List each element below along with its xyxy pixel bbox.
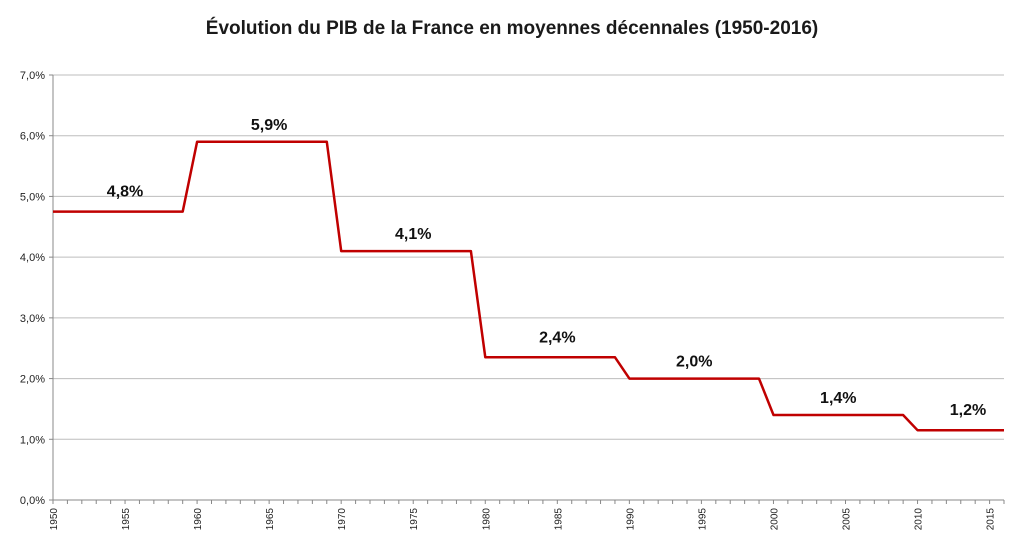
axis-layer: 0,0% 1,0% 2,0% 3,0% 4,0% 5,0% 6,0% 7,0% 1950 1955… xyxy=(20,70,1005,531)
x-tick-label: 1995 xyxy=(697,508,708,531)
x-tick-label: 1985 xyxy=(553,508,564,531)
y-tick-label: 4,0% xyxy=(20,252,45,264)
y-tick-label: 6,0% xyxy=(20,131,45,143)
gdp-series-line xyxy=(53,140,1004,432)
x-tick-label: 1955 xyxy=(121,508,132,531)
x-tick-label: 1950 xyxy=(49,508,60,531)
y-tick-label: 3,0% xyxy=(20,313,45,325)
data-label: 2,0% xyxy=(676,354,712,371)
chart-title: Évolution du PIB de la France en moyenne… xyxy=(205,18,819,39)
data-label: 5,9% xyxy=(251,117,287,134)
data-label: 1,2% xyxy=(950,402,986,419)
data-label: 4,8% xyxy=(107,184,143,201)
x-tick-label: 2005 xyxy=(842,508,853,531)
y-tick-label: 0,0% xyxy=(20,495,45,507)
x-tick-label: 1960 xyxy=(193,508,204,531)
data-label: 1,4% xyxy=(820,390,856,407)
x-tick-label: 2015 xyxy=(986,508,997,531)
data-label: 4,1% xyxy=(395,226,431,243)
x-tick-label: 1965 xyxy=(265,508,276,531)
y-tick-label: 7,0% xyxy=(20,70,45,82)
data-label: 2,4% xyxy=(539,329,575,346)
y-tick-label: 2,0% xyxy=(20,374,45,386)
grid-layer xyxy=(53,74,1004,440)
y-tick-label: 1,0% xyxy=(20,434,45,446)
x-tick-label: 1975 xyxy=(409,508,420,531)
x-tick-label: 1980 xyxy=(481,508,492,531)
x-tick-label: 2010 xyxy=(914,508,925,531)
y-tick-label: 5,0% xyxy=(20,191,45,203)
x-tick-label: 1990 xyxy=(625,508,636,531)
x-tick-label: 1970 xyxy=(337,508,348,531)
x-tick-label: 2000 xyxy=(769,508,780,531)
series-layer xyxy=(53,140,1004,432)
data-label-layer: 4,8% 5,9% 4,1% 2,4% 2,0% 1,4% 1,2% xyxy=(107,117,986,419)
